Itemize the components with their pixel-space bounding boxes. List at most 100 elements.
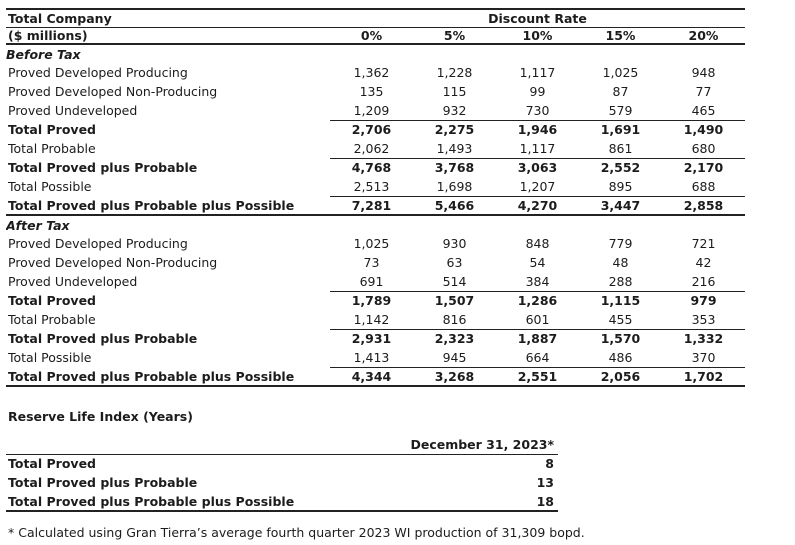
section-header-row: After Tax (6, 215, 745, 234)
cell-value: 2,931 (351, 331, 392, 347)
row-label: Total Proved plus Probable (8, 160, 198, 175)
cell-value: 3,447 (579, 196, 662, 216)
table-row-total: Total Proved 1,789 1,507 1,286 1,115 979 (6, 291, 745, 310)
cell-value: 370 (662, 348, 745, 368)
cell-value: 664 (496, 348, 579, 368)
section-label: Before Tax (6, 46, 81, 62)
cell-value: 1,207 (496, 177, 579, 197)
table-row: Total Possible 2,513 1,698 1,207 895 688 (6, 177, 745, 197)
cell-value: 99 (529, 84, 546, 99)
cell-value: 779 (608, 236, 633, 251)
row-label: Total Probable (8, 141, 96, 156)
cell-value: 115 (442, 84, 467, 99)
cell-value: 1,362 (353, 65, 390, 80)
table-row: Proved Developed Non-Producing 135 115 9… (6, 82, 745, 101)
cell-value: 384 (496, 272, 579, 292)
row-label: Total Proved plus Probable (8, 331, 198, 346)
cell-value: 73 (363, 255, 380, 270)
table-title: Total Company (6, 8, 330, 28)
table-header-row: Total Company Discount Rate (6, 8, 745, 28)
cell-value: 4,270 (496, 196, 579, 216)
cell-value: 579 (579, 101, 662, 121)
cell-value: 3,768 (434, 160, 475, 176)
cell-value: 601 (496, 310, 579, 330)
cell-value: 13 (536, 475, 554, 490)
cell-value: 979 (690, 293, 717, 309)
cell-value: 455 (579, 310, 662, 330)
cell-value: 2,056 (579, 367, 662, 387)
cell-value: 688 (662, 177, 745, 197)
section-label: After Tax (6, 217, 70, 233)
table-row: Total Proved plus Probable plus Possible… (6, 492, 558, 512)
column-header: 20% (662, 27, 745, 45)
cell-value: 514 (413, 272, 496, 292)
reserve-life-index-title: Reserve Life Index (Years) (8, 409, 193, 424)
cell-value: 18 (336, 492, 558, 512)
cell-value: 4,768 (351, 160, 392, 176)
cell-value: 2,062 (330, 139, 413, 159)
table-row: Proved Developed Non-Producing 73 63 54 … (6, 253, 745, 272)
cell-value: 2,858 (662, 196, 745, 216)
table-row: Proved Undeveloped 691 514 384 288 216 (6, 272, 745, 292)
cell-value: 1,142 (330, 310, 413, 330)
row-label: Total Proved plus Probable plus Possible (6, 492, 336, 512)
cell-value: 77 (695, 84, 712, 99)
cell-value: 486 (579, 348, 662, 368)
cell-value: 54 (529, 255, 546, 270)
cell-value: 1,117 (496, 139, 579, 159)
cell-value: 48 (612, 255, 629, 270)
cell-value: 848 (525, 236, 550, 251)
reserve-life-index-table: December 31, 2023* Total Proved 8 Total … (6, 436, 558, 512)
cell-value: 895 (579, 177, 662, 197)
row-label: Total Proved plus Probable (8, 475, 198, 490)
cell-value: 1,887 (517, 331, 558, 347)
cell-value: 42 (695, 255, 712, 270)
row-label: Total Proved plus Probable plus Possible (6, 367, 330, 387)
cell-value: 1,507 (434, 293, 475, 309)
cell-value: 2,552 (600, 160, 641, 176)
cell-value: 8 (545, 456, 554, 472)
row-label: Total Proved (8, 122, 96, 137)
cell-value: 353 (662, 310, 745, 330)
cell-value: 2,551 (496, 367, 579, 387)
table-row: Proved Undeveloped 1,209 932 730 579 465 (6, 101, 745, 121)
column-header: 10% (496, 27, 579, 45)
cell-value: 5,466 (413, 196, 496, 216)
footnote: * Calculated using Gran Tierra’s average… (8, 525, 585, 540)
row-label: Total Possible (8, 179, 92, 194)
column-header-row: ($ millions) 0% 5% 10% 15% 20% (6, 27, 745, 45)
table-row-total: Total Proved plus Probable 4,768 3,768 3… (6, 158, 745, 177)
row-label: Total Proved (8, 456, 96, 472)
cell-value: 2,275 (434, 122, 475, 138)
table-subtitle: ($ millions) (6, 27, 330, 45)
cell-value: 63 (446, 255, 463, 270)
cell-value: 7,281 (330, 196, 413, 216)
cell-value: 1,570 (600, 331, 641, 347)
table-row-total: Total Proved 2,706 2,275 1,946 1,691 1,4… (6, 120, 745, 139)
cell-value: 816 (413, 310, 496, 330)
cell-value: 730 (496, 101, 579, 121)
discount-rate-group-header: Discount Rate (330, 8, 745, 28)
cell-value: 680 (662, 139, 745, 159)
row-label: Total Possible (8, 350, 92, 365)
row-label: Proved Developed Non-Producing (8, 255, 218, 270)
cell-value: 3,268 (413, 367, 496, 387)
cell-value: 87 (612, 84, 629, 99)
table-row: Total Probable 2,062 1,493 1,117 861 680 (6, 139, 745, 159)
cell-value: 930 (442, 236, 467, 251)
cell-value: 3,063 (517, 160, 558, 176)
table-row: Total Proved plus Probable 13 (6, 473, 558, 492)
cell-value: 1,025 (353, 236, 390, 251)
cell-value: 1,789 (351, 293, 392, 309)
cell-value: 1,286 (517, 293, 558, 309)
cell-value: 945 (413, 348, 496, 368)
column-header: 15% (579, 27, 662, 45)
cell-value: 1,413 (330, 348, 413, 368)
row-label: Total Probable (8, 312, 96, 327)
cell-value: 1,228 (436, 65, 473, 80)
rli-date-header: December 31, 2023* (336, 436, 558, 455)
column-header: 0% (330, 27, 413, 45)
cell-value: 948 (691, 65, 716, 80)
row-label: Proved Developed Producing (8, 65, 188, 80)
cell-value: 1,025 (602, 65, 639, 80)
